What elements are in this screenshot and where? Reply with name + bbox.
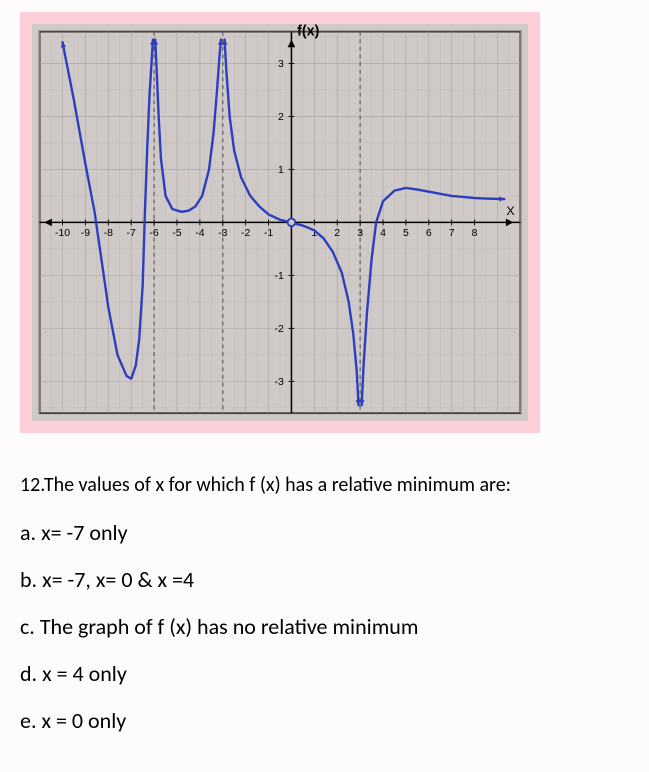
- question-body: The values of x for which f (x) has a re…: [44, 473, 511, 497]
- svg-text:-9: -9: [81, 228, 90, 239]
- svg-text:7: 7: [449, 228, 455, 239]
- svg-text:-8: -8: [104, 228, 113, 239]
- svg-text:5: 5: [403, 228, 409, 239]
- svg-text:2: 2: [278, 112, 284, 123]
- svg-text:-3: -3: [274, 377, 283, 388]
- svg-text:-1: -1: [264, 228, 273, 239]
- svg-text:-2: -2: [241, 228, 250, 239]
- svg-text:f(x): f(x): [297, 24, 319, 39]
- svg-text:X: X: [506, 204, 514, 218]
- svg-text:6: 6: [426, 228, 432, 239]
- question-number: 12.: [20, 473, 44, 497]
- svg-text:-5: -5: [172, 228, 181, 239]
- option-b: b. x= -7, x= 0 & x =4: [20, 566, 629, 593]
- svg-text:-7: -7: [127, 228, 136, 239]
- svg-text:2: 2: [334, 228, 340, 239]
- option-a: a. x= -7 only: [20, 519, 629, 546]
- svg-text:-4: -4: [195, 228, 204, 239]
- option-c: c. The graph of f (x) has no relative mi…: [20, 613, 629, 640]
- function-graph: -10-9-8-7-6-5-4-3-2-112345678123-1-2-3f(…: [20, 12, 540, 433]
- svg-text:-2: -2: [274, 324, 283, 335]
- svg-text:-6: -6: [149, 228, 158, 239]
- svg-text:3: 3: [357, 228, 363, 239]
- svg-text:-3: -3: [218, 228, 227, 239]
- svg-text:1: 1: [278, 165, 284, 176]
- svg-text:4: 4: [380, 228, 386, 239]
- svg-text:-10: -10: [55, 228, 70, 239]
- chart-svg: -10-9-8-7-6-5-4-3-2-112345678123-1-2-3f(…: [32, 24, 528, 421]
- question-text: 12.The values of x for which f (x) has a…: [20, 473, 629, 497]
- svg-text:-1: -1: [274, 271, 283, 282]
- svg-text:8: 8: [472, 228, 478, 239]
- option-e: e. x = 0 only: [20, 707, 629, 734]
- svg-text:3: 3: [278, 59, 284, 70]
- option-d: d. x = 4 only: [20, 660, 629, 687]
